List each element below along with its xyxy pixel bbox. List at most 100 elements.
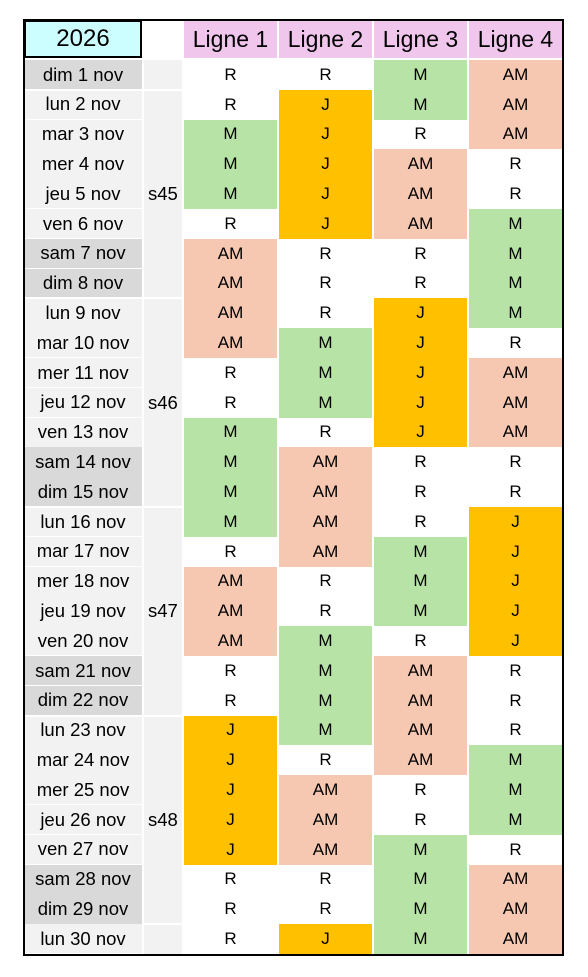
shift-cell[interactable]: R bbox=[184, 864, 277, 895]
shift-cell[interactable]: AM bbox=[469, 119, 562, 150]
shift-cell[interactable]: AM bbox=[279, 775, 372, 805]
shift-cell[interactable]: M bbox=[279, 656, 372, 686]
shift-cell[interactable]: M bbox=[374, 894, 467, 925]
shift-cell[interactable]: M bbox=[279, 358, 372, 388]
shift-cell[interactable]: M bbox=[469, 775, 562, 805]
shift-cell[interactable]: R bbox=[374, 238, 467, 269]
shift-cell[interactable]: AM bbox=[469, 924, 562, 954]
shift-cell[interactable]: R bbox=[184, 358, 277, 388]
shift-cell[interactable]: R bbox=[184, 536, 277, 567]
shift-cell[interactable]: R bbox=[469, 447, 562, 478]
shift-cell[interactable]: M bbox=[279, 387, 372, 418]
shift-cell[interactable]: M bbox=[374, 864, 467, 895]
shift-cell[interactable]: AM bbox=[279, 507, 372, 537]
shift-cell[interactable]: J bbox=[374, 358, 467, 388]
shift-cell[interactable]: R bbox=[374, 805, 467, 835]
shift-cell[interactable]: J bbox=[469, 596, 562, 627]
shift-cell[interactable]: J bbox=[279, 89, 372, 120]
shift-cell[interactable]: R bbox=[374, 775, 467, 805]
shift-cell[interactable]: AM bbox=[184, 238, 277, 269]
shift-cell[interactable]: J bbox=[279, 179, 372, 209]
shift-cell[interactable]: AM bbox=[374, 149, 467, 180]
shift-cell[interactable]: AM bbox=[469, 894, 562, 925]
shift-cell[interactable]: J bbox=[279, 119, 372, 150]
shift-cell[interactable]: M bbox=[469, 805, 562, 835]
shift-cell[interactable]: AM bbox=[469, 417, 562, 448]
shift-cell[interactable]: M bbox=[184, 447, 277, 478]
shift-cell[interactable]: AM bbox=[374, 179, 467, 209]
shift-cell[interactable]: J bbox=[469, 507, 562, 537]
shift-cell[interactable]: J bbox=[469, 626, 562, 656]
shift-cell[interactable]: M bbox=[184, 477, 277, 507]
shift-cell[interactable]: R bbox=[184, 656, 277, 686]
shift-cell[interactable]: AM bbox=[374, 745, 467, 776]
shift-cell[interactable]: J bbox=[184, 834, 277, 865]
shift-cell[interactable]: J bbox=[374, 328, 467, 358]
shift-cell[interactable]: M bbox=[374, 566, 467, 597]
shift-cell[interactable]: R bbox=[469, 834, 562, 865]
shift-cell[interactable]: R bbox=[184, 89, 277, 120]
shift-cell[interactable]: M bbox=[279, 328, 372, 358]
shift-cell[interactable]: R bbox=[184, 924, 277, 954]
shift-cell[interactable]: M bbox=[469, 238, 562, 269]
shift-cell[interactable]: AM bbox=[184, 298, 277, 329]
shift-cell[interactable]: AM bbox=[184, 626, 277, 656]
shift-cell[interactable]: R bbox=[374, 447, 467, 478]
shift-cell[interactable]: AM bbox=[279, 477, 372, 507]
shift-cell[interactable]: R bbox=[374, 507, 467, 537]
shift-cell[interactable]: AM bbox=[469, 89, 562, 120]
shift-cell[interactable]: M bbox=[279, 685, 372, 716]
shift-cell[interactable]: J bbox=[184, 745, 277, 776]
shift-cell[interactable]: M bbox=[184, 119, 277, 150]
shift-cell[interactable]: J bbox=[374, 387, 467, 418]
shift-cell[interactable]: R bbox=[469, 477, 562, 507]
shift-cell[interactable]: R bbox=[469, 179, 562, 209]
shift-cell[interactable]: AM bbox=[184, 566, 277, 597]
shift-cell[interactable]: AM bbox=[279, 834, 372, 865]
shift-cell[interactable]: R bbox=[469, 715, 562, 746]
shift-cell[interactable]: M bbox=[184, 149, 277, 180]
shift-cell[interactable]: R bbox=[469, 685, 562, 716]
shift-cell[interactable]: R bbox=[374, 477, 467, 507]
shift-cell[interactable]: J bbox=[469, 536, 562, 567]
shift-cell[interactable]: M bbox=[469, 298, 562, 329]
shift-cell[interactable]: J bbox=[279, 149, 372, 180]
shift-cell[interactable]: M bbox=[469, 209, 562, 239]
shift-cell[interactable]: M bbox=[184, 417, 277, 448]
shift-cell[interactable]: R bbox=[279, 60, 372, 90]
shift-cell[interactable]: R bbox=[279, 298, 372, 329]
shift-cell[interactable]: M bbox=[469, 268, 562, 299]
shift-cell[interactable]: M bbox=[374, 924, 467, 954]
shift-cell[interactable]: M bbox=[184, 179, 277, 209]
shift-cell[interactable]: J bbox=[279, 924, 372, 954]
shift-cell[interactable]: R bbox=[374, 626, 467, 656]
shift-cell[interactable]: AM bbox=[279, 447, 372, 478]
shift-cell[interactable]: AM bbox=[279, 805, 372, 835]
shift-cell[interactable]: AM bbox=[469, 358, 562, 388]
shift-cell[interactable]: J bbox=[374, 417, 467, 448]
shift-cell[interactable]: R bbox=[184, 60, 277, 90]
shift-cell[interactable]: AM bbox=[374, 209, 467, 239]
shift-cell[interactable]: R bbox=[279, 238, 372, 269]
shift-cell[interactable]: R bbox=[374, 268, 467, 299]
shift-cell[interactable]: R bbox=[279, 745, 372, 776]
shift-cell[interactable]: R bbox=[469, 656, 562, 686]
shift-cell[interactable]: AM bbox=[469, 387, 562, 418]
shift-cell[interactable]: R bbox=[279, 417, 372, 448]
shift-cell[interactable]: M bbox=[184, 507, 277, 537]
shift-cell[interactable]: J bbox=[469, 566, 562, 597]
shift-cell[interactable]: M bbox=[279, 715, 372, 746]
shift-cell[interactable]: M bbox=[374, 60, 467, 90]
shift-cell[interactable]: R bbox=[279, 268, 372, 299]
shift-cell[interactable]: J bbox=[279, 209, 372, 239]
shift-cell[interactable]: R bbox=[279, 566, 372, 597]
shift-cell[interactable]: R bbox=[184, 387, 277, 418]
shift-cell[interactable]: AM bbox=[279, 536, 372, 567]
shift-cell[interactable]: AM bbox=[469, 864, 562, 895]
shift-cell[interactable]: M bbox=[374, 89, 467, 120]
shift-cell[interactable]: R bbox=[279, 894, 372, 925]
shift-cell[interactable]: R bbox=[184, 209, 277, 239]
shift-cell[interactable]: J bbox=[374, 298, 467, 329]
shift-cell[interactable]: M bbox=[374, 596, 467, 627]
shift-cell[interactable]: J bbox=[184, 715, 277, 746]
